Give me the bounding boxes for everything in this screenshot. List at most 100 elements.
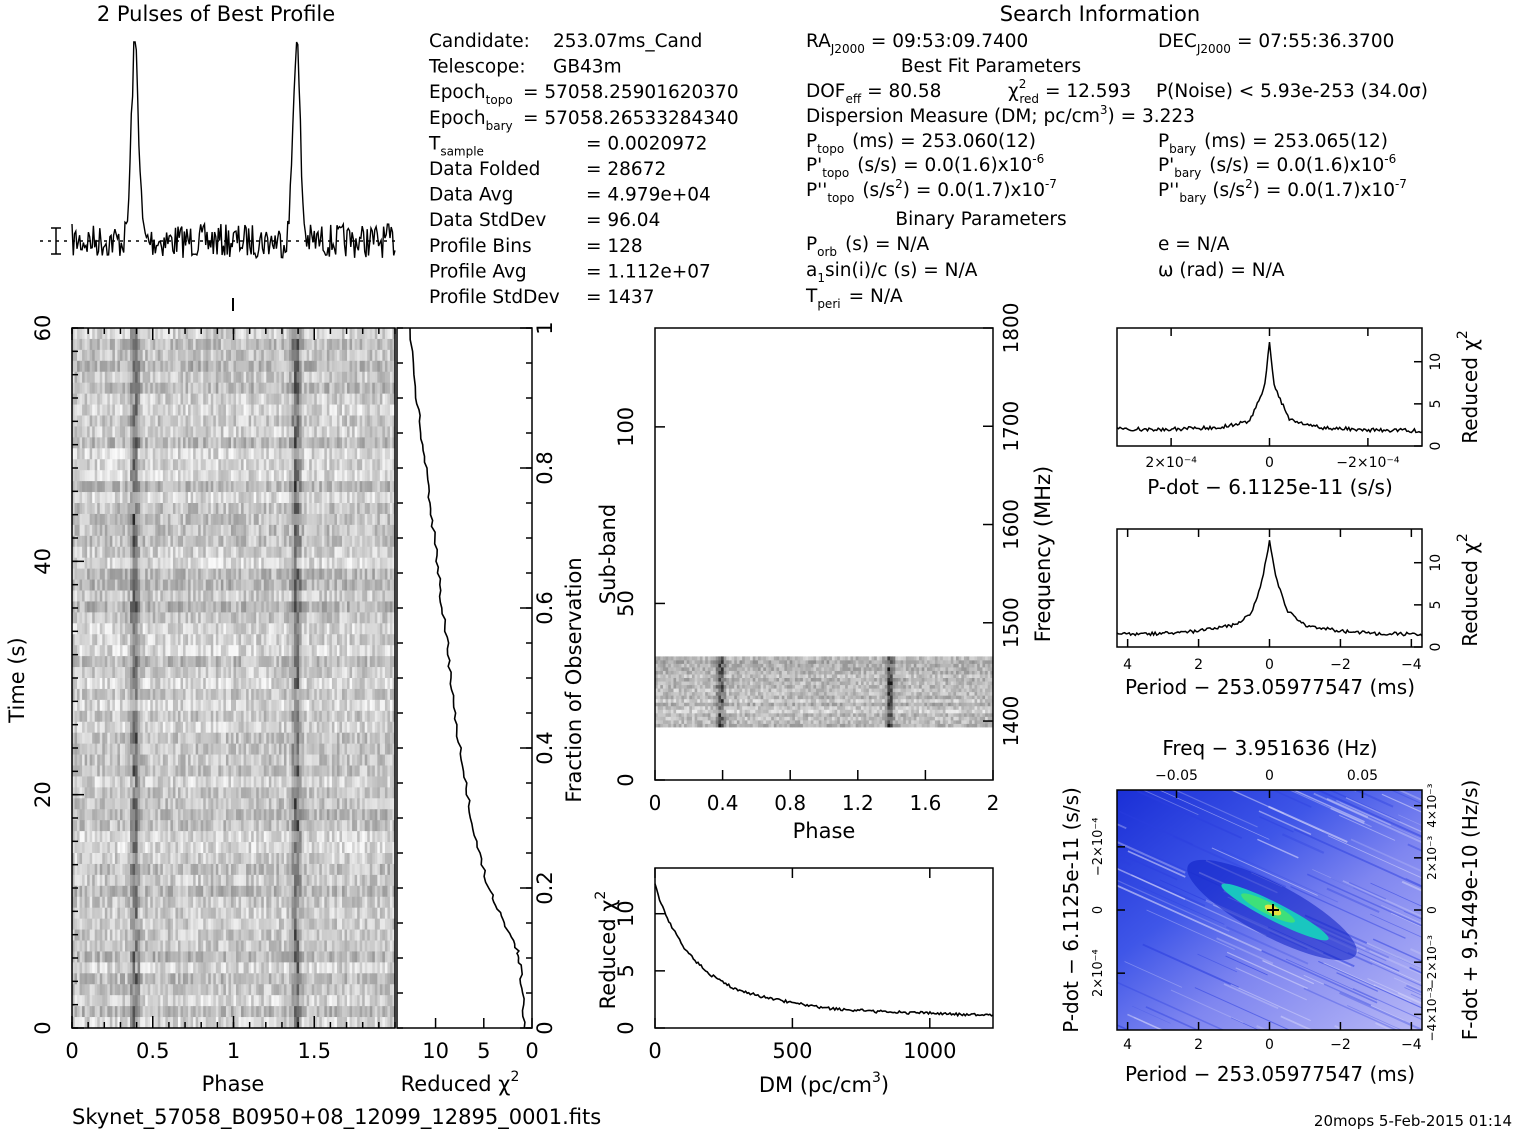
- time-phase-cell: [167, 612, 171, 624]
- time-phase-cell: [377, 645, 381, 657]
- time-phase-cell: [296, 623, 300, 635]
- time-phase-cell: [296, 678, 300, 690]
- info-row-value: GB43m: [553, 57, 622, 78]
- time-phase-cell: [87, 360, 91, 373]
- time-phase-cell: [132, 470, 136, 482]
- time-phase-cell: [205, 524, 209, 537]
- time-phase-cell: [326, 503, 330, 515]
- time-phase-cell: [150, 634, 154, 646]
- time-phase-cell: [175, 459, 179, 471]
- time-phase-cell: [208, 503, 212, 515]
- time-phase-cell: [210, 404, 214, 416]
- time-phase-cell: [271, 459, 275, 471]
- time-phase-cell: [180, 524, 184, 537]
- time-phase-cell: [382, 382, 386, 395]
- time-phase-cell: [92, 481, 96, 493]
- time-phase-cell: [389, 349, 393, 362]
- time-phase-cell: [314, 349, 318, 362]
- time-phase-cell: [109, 503, 113, 515]
- time-phase-cell: [329, 667, 333, 679]
- time-phase-cell: [304, 393, 308, 405]
- time-phase-cell: [180, 426, 184, 438]
- time-phase-cell: [359, 688, 363, 701]
- time-phase-cell: [203, 688, 207, 701]
- time-phase-cell: [142, 557, 146, 570]
- time-phase-cell: [97, 437, 101, 449]
- time-phase-cell: [145, 612, 149, 624]
- time-phase-cell: [243, 328, 247, 340]
- time-phase-cell: [258, 743, 262, 755]
- time-phase-cell: [253, 513, 257, 526]
- time-phase-cell: [392, 710, 395, 723]
- time-phase-cell: [102, 360, 106, 373]
- time-phase-cell: [314, 437, 318, 449]
- time-phase-cell: [228, 470, 232, 482]
- time-phase-cell: [223, 503, 227, 515]
- time-phase-cell: [347, 721, 350, 734]
- time-phase-cell: [142, 535, 146, 548]
- time-phase-cell: [170, 349, 174, 362]
- time-phase-cell: [135, 360, 139, 373]
- time-phase-cell: [273, 404, 277, 416]
- time-phase-cell: [334, 568, 338, 580]
- time-phase-cell: [347, 645, 350, 657]
- time-phase-cell: [112, 437, 116, 449]
- time-phase-cell: [246, 360, 250, 373]
- time-phase-cell: [319, 492, 323, 504]
- time-phase-cell: [167, 371, 171, 384]
- time-phase-cell: [220, 503, 224, 515]
- time-phase-cell: [354, 481, 358, 493]
- time-phase-cell: [142, 590, 146, 602]
- time-phase-cell: [167, 524, 171, 537]
- time-phase-cell: [205, 382, 209, 395]
- time-phase-cell: [94, 546, 98, 559]
- time-phase-cell: [94, 524, 98, 537]
- time-phase-cell: [135, 404, 139, 416]
- time-phase-cell: [137, 481, 141, 493]
- time-phase-cell: [271, 535, 275, 548]
- time-phase-cell: [273, 513, 277, 526]
- time-phase-cell: [157, 328, 161, 340]
- time-phase-cell: [79, 634, 83, 646]
- time-phase-cell: [301, 546, 305, 559]
- time-phase-cell: [233, 470, 237, 482]
- time-phase-cell: [122, 481, 126, 493]
- time-phase-cell: [362, 360, 366, 373]
- time-phase-cell: [306, 699, 310, 712]
- time-phase-cell: [127, 513, 131, 526]
- time-phase-cell: [256, 710, 260, 723]
- time-phase-cell: [210, 426, 214, 438]
- time-phase-cell: [349, 349, 353, 362]
- time-phase-cell: [352, 612, 356, 624]
- time-phase-cell: [384, 393, 388, 405]
- time-phase-cell: [135, 535, 139, 548]
- time-phase-cell: [162, 546, 166, 559]
- time-phase-cell: [281, 645, 285, 657]
- time-phase-cell: [271, 623, 275, 635]
- time-phase-cell: [99, 590, 103, 602]
- time-phase-cell: [208, 612, 212, 624]
- time-phase-cell: [248, 601, 252, 613]
- time-phase-cell: [155, 492, 159, 504]
- time-phase-cell: [283, 349, 287, 362]
- time-phase-cell: [326, 437, 330, 449]
- time-phase-cell: [77, 667, 80, 679]
- time-phase-cell: [102, 590, 106, 602]
- time-phase-cell: [374, 349, 378, 362]
- time-phase-cell: [220, 699, 224, 712]
- time-phase-cell: [218, 382, 222, 395]
- time-phase-cell: [321, 667, 325, 679]
- time-phase-cell: [198, 710, 202, 723]
- time-phase-cell: [147, 557, 151, 570]
- time-phase-cell: [364, 513, 368, 526]
- time-phase-cell: [301, 623, 305, 635]
- time-phase-cell: [354, 688, 358, 701]
- time-phase-cell: [114, 623, 118, 635]
- time-phase-cell: [314, 678, 318, 690]
- time-phase-cell: [142, 393, 146, 405]
- time-phase-cell: [329, 590, 333, 602]
- time-phase-cell: [306, 393, 310, 405]
- time-phase-cell: [140, 349, 144, 362]
- time-phase-cell: [124, 590, 128, 602]
- time-phase-cell: [238, 415, 242, 427]
